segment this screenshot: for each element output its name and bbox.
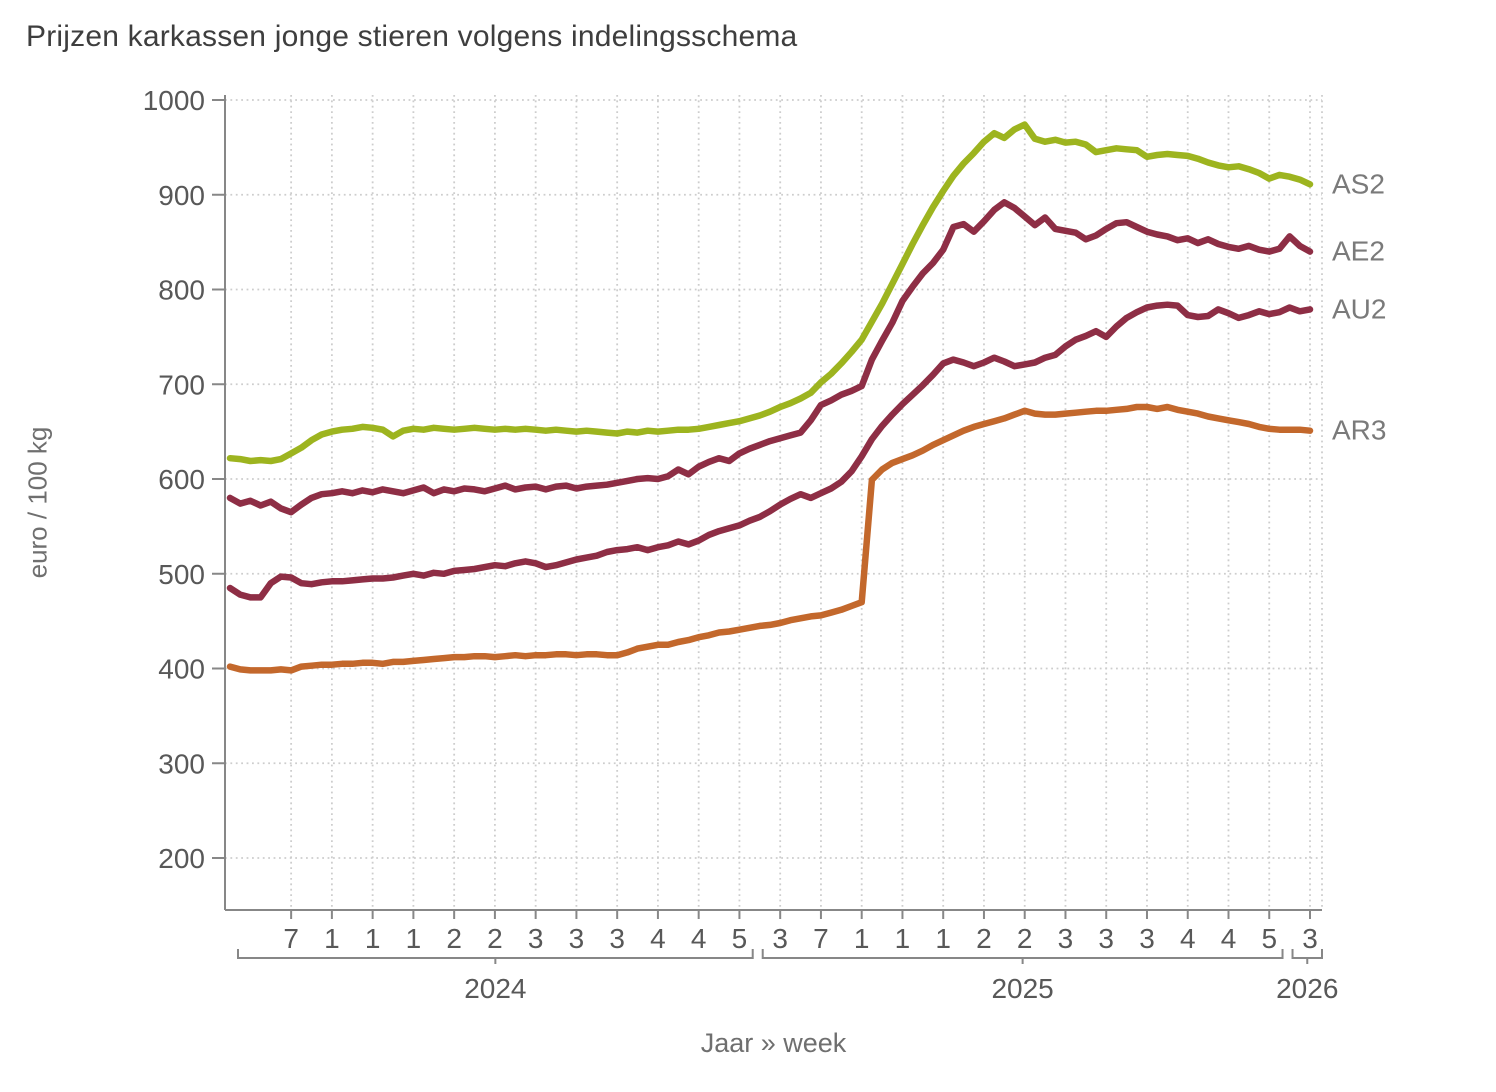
year-bracket-2026	[1291, 949, 1323, 964]
week-tick-label: 2	[487, 923, 503, 954]
week-tick-label: 5	[1261, 923, 1277, 954]
year-bracket-2024	[237, 949, 754, 964]
year-label-2025: 2025	[991, 973, 1053, 1004]
y-tick-label: 900	[158, 180, 205, 211]
series-label-AE2: AE2	[1332, 236, 1385, 267]
y-tick-label: 600	[158, 464, 205, 495]
x-axis-title: Jaar » week	[700, 1028, 847, 1058]
week-tick-label: 3	[1058, 923, 1074, 954]
year-bracket-2025	[761, 949, 1284, 964]
week-tick-label: 3	[1098, 923, 1114, 954]
week-tick-label: 7	[813, 923, 829, 954]
week-tick-label: 1	[324, 923, 340, 954]
y-tick-label: 800	[158, 275, 205, 306]
week-tick-label: 1	[935, 923, 951, 954]
year-label-2024: 2024	[464, 973, 526, 1004]
week-tick-label: 7	[283, 923, 299, 954]
series-AR3: AR3	[226, 403, 1386, 674]
series-label-AU2: AU2	[1332, 293, 1386, 324]
week-tick-label: 2	[1017, 923, 1033, 954]
week-tick-label: 4	[1180, 923, 1196, 954]
y-axis-title: euro / 100 kg	[22, 426, 53, 579]
series-label-AR3: AR3	[1332, 415, 1386, 446]
chart-title: Prijzen karkassen jonge stieren volgens …	[26, 20, 798, 53]
week-tick-label: 4	[1221, 923, 1237, 954]
y-tick-label: 700	[158, 369, 205, 400]
week-tick-label: 3	[1302, 923, 1318, 954]
week-tick-label: 4	[650, 923, 666, 954]
week-tick-label: 3	[609, 923, 625, 954]
week-tick-label: 3	[772, 923, 788, 954]
x-gridlines	[290, 95, 1323, 910]
week-tick-label: 2	[976, 923, 992, 954]
week-tick-label: 1	[895, 923, 911, 954]
y-axis: 200 300 400 500 600 700 800 900 1000	[143, 85, 225, 874]
week-tick-label: 4	[691, 923, 707, 954]
week-tick-label: 3	[569, 923, 585, 954]
series-AS2: AS2	[226, 121, 1385, 465]
y-tick-label: 400	[158, 654, 205, 685]
series-line-AU2	[226, 301, 1314, 601]
y-tick-label: 1000	[143, 85, 205, 116]
series-AE2: AE2	[226, 199, 1385, 516]
y-tick-label: 300	[158, 748, 205, 779]
axis-frame	[224, 95, 1322, 911]
week-tick-label: 1	[406, 923, 422, 954]
year-label-2026: 2026	[1276, 973, 1338, 1004]
week-tick-label: 1	[365, 923, 381, 954]
series-line-AR3	[226, 403, 1314, 674]
y-tick-label: 200	[158, 843, 205, 874]
series-label-AS2: AS2	[1332, 168, 1385, 199]
week-tick-label: 5	[732, 923, 748, 954]
series-AU2: AU2	[226, 293, 1386, 601]
y-tick-label: 500	[158, 559, 205, 590]
week-tick-label: 3	[528, 923, 544, 954]
series-line-AE2	[226, 199, 1314, 516]
series-line-AS2	[226, 121, 1314, 465]
week-tick-label: 3	[1139, 923, 1155, 954]
week-tick-label: 2	[446, 923, 462, 954]
y-gridlines	[225, 99, 1322, 859]
week-tick-label: 1	[854, 923, 870, 954]
